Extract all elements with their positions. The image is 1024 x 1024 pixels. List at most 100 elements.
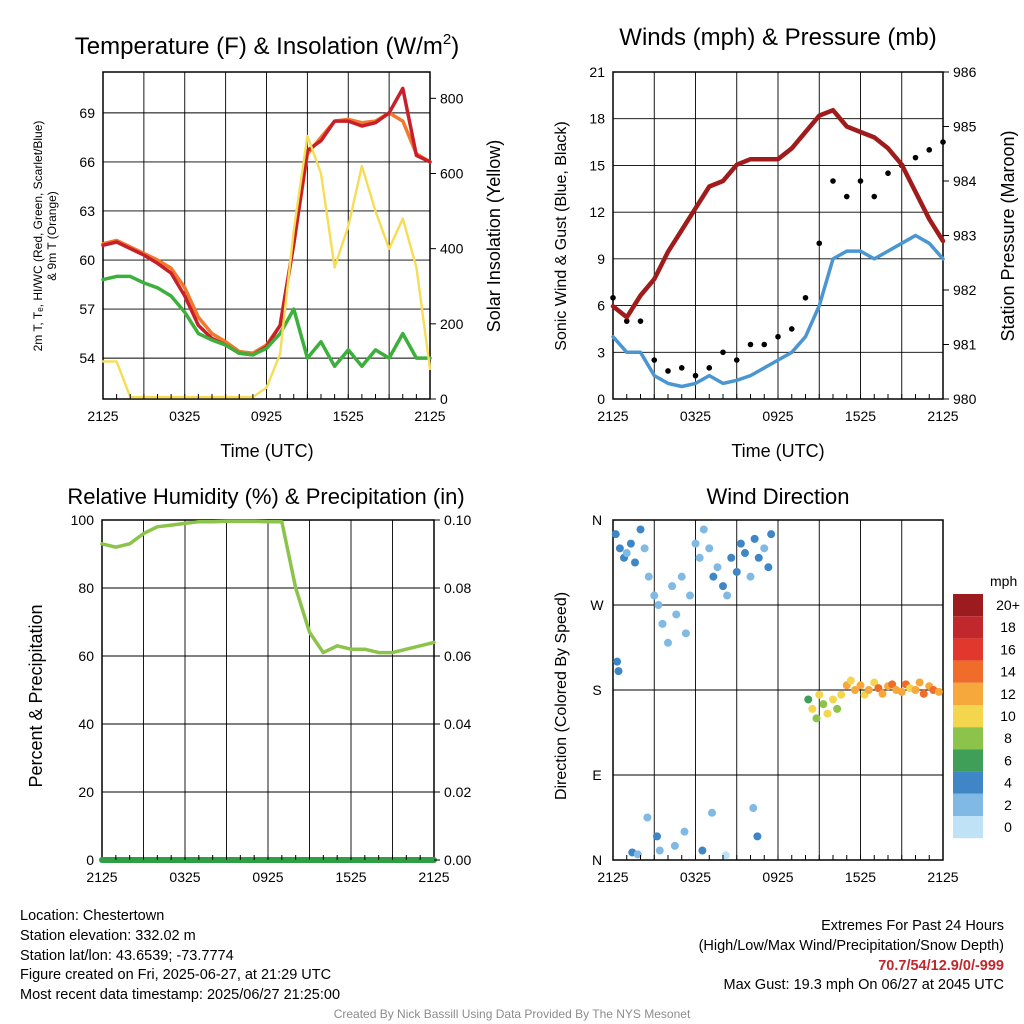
- direction-point: [764, 563, 773, 572]
- direction-point: [837, 690, 846, 699]
- direction-point: [874, 684, 883, 693]
- legend-label: 6: [1004, 752, 1012, 768]
- speed-color-legend: mph 20+ 18 16 14 12 10 8 6 4 2 0: [953, 573, 1020, 839]
- x-tick-label: 2125: [414, 408, 445, 424]
- gust-point: [843, 193, 850, 200]
- gust-point: [830, 178, 836, 184]
- legend-title: mph: [990, 573, 1017, 589]
- wind-right-ticks: 980 981 982 983 984 985 986: [943, 64, 977, 407]
- temp-x-axis-label: Time (UTC): [220, 441, 313, 461]
- y-tick-label: E: [592, 767, 601, 783]
- x-tick-label: 2125: [597, 408, 628, 424]
- legend-swatch: [953, 793, 983, 816]
- y-tick-label: 57: [79, 301, 95, 317]
- y-tick-label: 21: [589, 64, 605, 80]
- y2-tick-label: 984: [953, 173, 977, 189]
- extremes-title: Extremes For Past 24 Hours: [821, 918, 1004, 934]
- y2-tick-label: 600: [440, 165, 464, 181]
- y2-tick-label: 986: [953, 64, 977, 80]
- y-tick-label: W: [590, 597, 604, 613]
- recent-data-text: Most recent data timestamp: 2025/06/27 2…: [20, 987, 341, 1004]
- direction-point: [691, 539, 700, 548]
- y-tick-label: 80: [78, 580, 94, 596]
- y2-tick-label: 985: [953, 119, 977, 135]
- rh-line: [100, 519, 436, 655]
- temp-x-ticks: 2125 0325 0925 1525 2125: [87, 394, 446, 424]
- y2-tick-label: 982: [953, 282, 977, 298]
- y2-tick-label: 0: [440, 391, 448, 407]
- direction-point: [864, 686, 873, 694]
- y2-tick-label: 983: [953, 228, 977, 244]
- direction-point: [664, 638, 672, 647]
- direction-point: [708, 808, 716, 817]
- gust-point: [926, 147, 933, 153]
- legend-swatch: [953, 660, 983, 683]
- direction-point: [915, 678, 924, 687]
- y2-tick-label: 200: [440, 316, 464, 332]
- legend-swatch: [953, 682, 983, 705]
- y-tick-label: 18: [589, 111, 605, 127]
- direction-point: [760, 544, 769, 553]
- legend-swatch: [953, 616, 983, 639]
- direction-point: [934, 687, 943, 696]
- gust-point: [733, 357, 740, 363]
- direction-point: [851, 686, 859, 694]
- wind-chart-title: Winds (mph) & Pressure (mb): [619, 24, 936, 51]
- direction-point: [754, 553, 763, 562]
- gust-point: [651, 357, 658, 363]
- y-tick-label: N: [592, 512, 602, 528]
- temp-left-ticks: 54 57 60 63 66 69: [79, 105, 95, 366]
- y-tick-label: 66: [79, 154, 95, 170]
- direction-point: [698, 846, 707, 855]
- direction-point: [626, 539, 635, 548]
- direction-point: [713, 563, 722, 572]
- gust-point: [816, 240, 823, 247]
- legend-label: 14: [1000, 664, 1016, 680]
- gust-point: [665, 368, 671, 374]
- direction-point: [846, 676, 855, 685]
- temp-y2-axis-label: Solar Insolation (Yellow): [484, 140, 504, 332]
- y2-tick-label: 0.02: [444, 784, 471, 800]
- x-tick-label: 2125: [927, 408, 958, 424]
- y-tick-label: 60: [79, 252, 95, 268]
- x-tick-label: 2125: [86, 869, 117, 885]
- direction-point: [650, 591, 659, 600]
- rh-x-ticks: 2125 0325 0925 1525 2125: [86, 855, 450, 885]
- direction-point: [677, 572, 686, 581]
- y2-tick-label: 0.10: [444, 512, 471, 528]
- direction-point: [911, 686, 920, 694]
- x-tick-label: 1525: [845, 408, 876, 424]
- direction-point: [655, 846, 664, 855]
- dir-left-ticks: N E S W N: [590, 512, 604, 868]
- gust-point: [678, 365, 685, 371]
- direction-point: [819, 700, 828, 709]
- y-tick-label: 15: [589, 157, 605, 173]
- created-text: Figure created on Fri, 2025-06-27, at 21…: [20, 967, 332, 984]
- direction-point: [636, 525, 645, 534]
- rh-y-axis-label: Percent & Precipitation: [26, 604, 46, 787]
- y-tick-label: 100: [71, 512, 95, 528]
- gust-point: [802, 294, 809, 301]
- x-tick-label: 1525: [335, 869, 366, 885]
- temperature-insolation-chart: Temperature (F) & Insolation (W/m2) 54 57…: [31, 31, 504, 461]
- y2-tick-label: 800: [440, 90, 464, 106]
- gust-point: [692, 372, 699, 379]
- direction-point: [723, 591, 732, 600]
- y2-tick-label: 400: [440, 241, 464, 257]
- y-tick-label: 6: [597, 298, 605, 314]
- y-tick-label: 54: [79, 350, 95, 366]
- direction-point: [653, 832, 661, 841]
- wind-x-axis-label: Time (UTC): [731, 441, 824, 461]
- gust-point: [775, 333, 781, 340]
- y2-tick-label: 0.00: [444, 852, 471, 868]
- direction-point: [736, 539, 745, 548]
- x-tick-label: 2125: [87, 408, 118, 424]
- direction-point: [815, 690, 824, 699]
- y2-tick-label: 981: [953, 337, 977, 353]
- gust-point: [857, 178, 864, 184]
- y-tick-label: 0: [86, 852, 94, 868]
- x-tick-label: 2125: [597, 869, 628, 885]
- direction-point: [812, 714, 821, 723]
- gust-point: [788, 326, 795, 332]
